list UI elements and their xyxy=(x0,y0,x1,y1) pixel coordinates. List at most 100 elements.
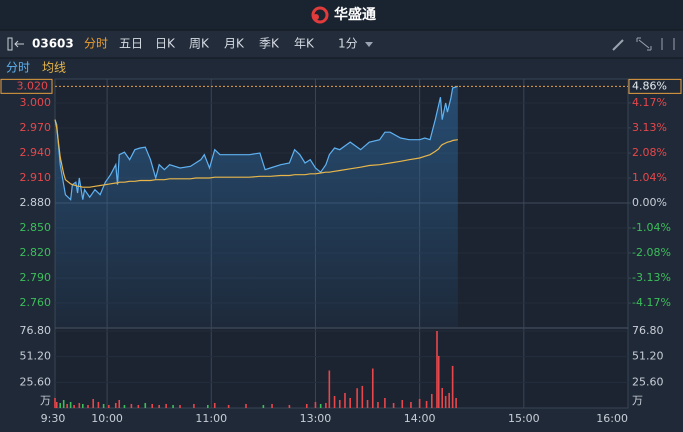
volume-bar xyxy=(271,403,273,408)
volume-bar xyxy=(62,399,65,408)
volume-bar xyxy=(81,403,84,408)
y-tick-label: 76.80 xyxy=(20,324,52,337)
volume-bar xyxy=(262,404,265,408)
y2-tick-label: 0.00% xyxy=(632,196,667,209)
volume-bar xyxy=(227,404,230,408)
symbol: 03603 xyxy=(32,37,74,51)
volume-bar xyxy=(102,403,105,408)
period-tab[interactable]: 分时 xyxy=(84,37,108,51)
period-tab[interactable]: 季K xyxy=(259,37,280,51)
draw-tool[interactable] xyxy=(612,39,624,51)
last-change-box xyxy=(628,78,682,94)
dropdown-arrow[interactable] xyxy=(365,42,373,47)
volume-bar xyxy=(349,397,351,408)
volume-bar xyxy=(392,402,395,408)
x-tick-label: 16:00 xyxy=(596,412,628,425)
volume-bar xyxy=(151,403,154,408)
volume-unit: 万 xyxy=(40,394,51,407)
y-tick-label: 2.910 xyxy=(20,171,52,184)
volume-bar xyxy=(371,368,374,408)
y-tick-label: 2.970 xyxy=(20,121,52,134)
volume-bar xyxy=(137,404,140,408)
volume-bar xyxy=(437,355,440,408)
volume-bar xyxy=(344,392,346,408)
volume-bar xyxy=(328,370,331,408)
volume-bar xyxy=(305,403,308,408)
volume-bar xyxy=(108,404,110,408)
last-price-label: 3.020 xyxy=(17,79,49,92)
volume-bar xyxy=(436,331,438,408)
volume-bar xyxy=(118,399,121,408)
volume-bar xyxy=(179,404,181,408)
period-tab[interactable]: 周K xyxy=(189,37,210,51)
volume-bar xyxy=(401,399,404,408)
x-tick-label: 10:00 xyxy=(91,412,123,425)
volume-bar xyxy=(78,402,81,408)
y2-tick-label: 76.80 xyxy=(632,324,664,337)
y-tick-label: 51.20 xyxy=(20,350,52,363)
volume-bar xyxy=(384,397,386,408)
interval-select[interactable]: 1分 xyxy=(338,37,358,51)
volume-bar xyxy=(114,402,117,408)
volume-bar xyxy=(158,404,160,408)
volume-bar xyxy=(97,401,100,408)
volume-bar xyxy=(356,388,358,408)
x-tick-label: 14:00 xyxy=(404,412,436,425)
period-tab[interactable]: 月K xyxy=(224,37,245,51)
y2-tick-label: 25.60 xyxy=(632,375,664,388)
volume-bar xyxy=(418,398,421,408)
volume-bar xyxy=(165,403,167,408)
period-tab[interactable]: 五日 xyxy=(119,37,143,51)
last-price-box xyxy=(0,78,53,94)
volume-bar xyxy=(333,395,336,408)
volume-bar xyxy=(430,393,433,408)
top-bar xyxy=(0,0,683,30)
y-tick-label: 2.760 xyxy=(20,296,52,309)
volume-bar xyxy=(448,392,450,408)
volume-bar xyxy=(288,404,291,408)
y2-tick-label: 2.08% xyxy=(632,146,667,159)
volume-bar xyxy=(314,401,317,408)
volume-bar xyxy=(55,401,58,408)
volume-bar xyxy=(366,399,369,408)
sidebar-toggle[interactable] xyxy=(7,37,24,51)
period-tab[interactable]: 年K xyxy=(294,37,315,51)
volume-bar xyxy=(338,399,341,408)
volume-bar xyxy=(73,404,75,408)
volume-bar xyxy=(441,387,444,408)
volume-bar xyxy=(87,404,89,408)
price-area xyxy=(55,86,458,327)
volume-bar xyxy=(92,398,94,408)
volume-bar xyxy=(319,403,322,408)
toolbar xyxy=(0,30,683,58)
x-tick-label: 11:00 xyxy=(195,412,227,425)
series-line xyxy=(54,119,458,188)
volume-bar xyxy=(54,397,56,408)
volume-bar xyxy=(444,395,447,408)
y-tick-label: 25.60 xyxy=(20,375,52,388)
y-tick-label: 2.790 xyxy=(20,271,52,284)
expand-icon[interactable] xyxy=(636,37,652,51)
series-line xyxy=(54,85,459,201)
period-tab[interactable]: 日K xyxy=(155,37,176,51)
volume-bar xyxy=(377,401,379,408)
volume-bar xyxy=(410,401,412,408)
y-tick-label: 2.880 xyxy=(20,196,52,209)
y2-tick-label: 4.17% xyxy=(632,96,667,109)
volume-bar xyxy=(123,404,126,408)
volume-bar xyxy=(207,404,209,408)
volume-bar xyxy=(172,404,174,408)
volume-bar xyxy=(193,403,195,408)
y2-tick-label: -2.08% xyxy=(632,246,671,259)
last-change-label: 4.86% xyxy=(632,79,667,92)
volume-bar xyxy=(361,385,364,408)
volume-bar xyxy=(455,397,457,408)
collapse-icon[interactable] xyxy=(661,38,675,50)
y-tick-label: 3.000 xyxy=(20,96,52,109)
y2-tick-label: -1.04% xyxy=(632,221,671,234)
logo-icon xyxy=(311,6,329,24)
volume-bar xyxy=(425,400,428,408)
x-tick-label: 15:00 xyxy=(508,412,540,425)
y2-tick-label: -3.13% xyxy=(632,271,671,284)
volume-bar xyxy=(451,365,454,408)
